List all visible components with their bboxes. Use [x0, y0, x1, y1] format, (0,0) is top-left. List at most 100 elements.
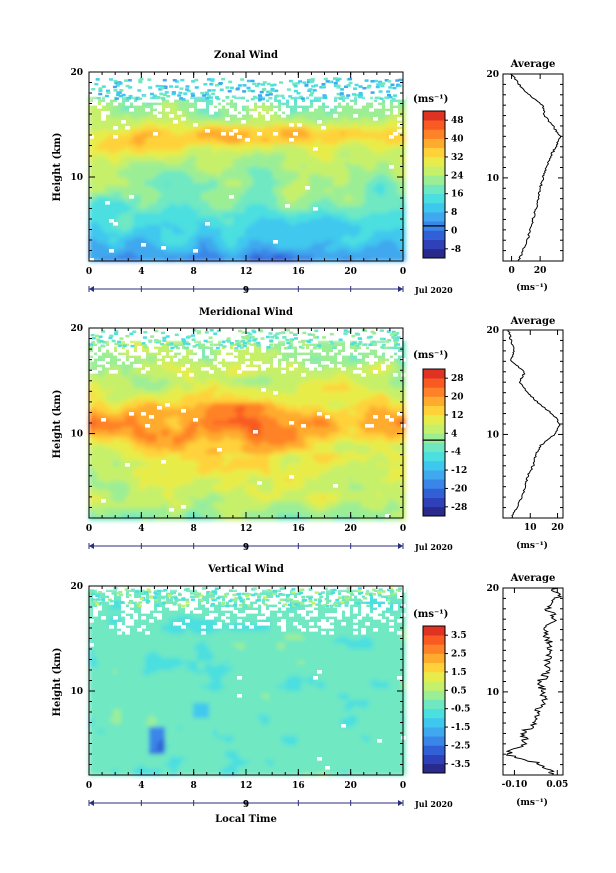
meridional-wind-colorbar-label: -28 — [451, 503, 467, 513]
vertical-wind-colorbar-label: -2.5 — [451, 741, 470, 751]
meridional-wind-average-frame — [503, 330, 563, 518]
vertical-wind-month-label: Jul 2020 — [414, 799, 453, 809]
zonal-wind-title: Zonal Wind — [214, 50, 278, 61]
vertical-wind-x-tick-label: 0 — [400, 781, 406, 791]
zonal-wind-colorbar-swatch — [423, 139, 445, 148]
zonal-wind-x-tick-label: 12 — [240, 267, 253, 277]
meridional-wind-colorbar-label: 12 — [451, 411, 464, 421]
vertical-wind-heatmap — [89, 586, 406, 776]
meridional-wind-colorbar-swatch — [423, 369, 445, 378]
vertical-wind-x-tick-label: 8 — [191, 781, 197, 791]
meridional-wind-average-x-tick-label: 20 — [551, 523, 564, 533]
zonal-wind-colorbar-label: 8 — [451, 208, 457, 218]
vertical-wind-average-y-tick-label: 20 — [486, 584, 499, 594]
meridional-wind-average-x-tick-label: 10 — [524, 523, 537, 533]
meridional-wind-colorbar-swatch — [423, 452, 445, 461]
vertical-wind-colorbar-label: 1.5 — [451, 668, 467, 678]
zonal-wind-colorbar-swatch — [423, 111, 445, 120]
meridional-wind-average-line — [508, 330, 560, 518]
vertical-wind-colorbar-swatch — [423, 736, 445, 745]
meridional-wind-day-label: 9 — [243, 543, 249, 553]
meridional-wind-colorbar-swatch — [423, 461, 445, 470]
meridional-wind-x-tick-label: 12 — [240, 524, 253, 534]
zonal-wind-colorbar-swatch — [423, 166, 445, 175]
vertical-wind-colorbar-swatch — [423, 727, 445, 736]
vertical-wind-x-tick-label: 12 — [240, 781, 253, 791]
vertical-wind-colorbar-swatch — [423, 764, 445, 773]
meridional-wind-x-tick-label: 0 — [86, 524, 92, 534]
vertical-wind-title: Vertical Wind — [207, 564, 284, 575]
meridional-wind-x-tick-label: 20 — [344, 524, 357, 534]
meridional-wind-colorbar-swatch — [423, 387, 445, 396]
zonal-wind-colorbar-swatch — [423, 203, 445, 212]
zonal-wind-colorbar-swatch — [423, 194, 445, 203]
zonal-wind-month-label: Jul 2020 — [414, 285, 453, 295]
vertical-wind-day-label: 9 — [243, 800, 249, 810]
zonal-wind-average-frame — [503, 74, 563, 261]
meridional-wind-ylabel: Height (km) — [52, 390, 63, 459]
vertical-wind-xlabel: Local Time — [215, 814, 277, 825]
meridional-wind-colorbar-swatch — [423, 443, 445, 452]
zonal-wind-average-title: Average — [510, 59, 556, 70]
meridional-wind-x-tick-label: 16 — [292, 524, 305, 534]
meridional-wind-colorbar-swatch — [423, 488, 445, 497]
meridional-wind-title: Meridional Wind — [199, 307, 293, 318]
vertical-wind-x-tick-label: 20 — [344, 781, 357, 791]
vertical-wind-x-tick-label: 16 — [292, 781, 305, 791]
meridional-wind-x-tick-label: 8 — [191, 524, 197, 534]
zonal-wind-colorbar-unit: (ms⁻¹) — [413, 94, 448, 105]
meridional-wind-colorbar-swatch — [423, 378, 445, 387]
vertical-wind-colorbar: 3.52.51.50.5-0.5-1.5-2.5-3.5 — [423, 626, 470, 773]
vertical-wind-average-x-tick-label: 0.05 — [546, 780, 568, 790]
zonal-wind-average-y-tick-label: 10 — [486, 174, 499, 184]
meridional-wind-average-title: Average — [510, 316, 556, 327]
meridional-wind-average-y-tick-label: 10 — [486, 430, 499, 440]
vertical-wind-y-tick-label: 20 — [70, 582, 83, 592]
vertical-wind-colorbar-swatch — [423, 745, 445, 754]
vertical-wind-colorbar-swatch — [423, 626, 445, 635]
zonal-wind-day-label: 9 — [243, 286, 249, 296]
meridional-wind-x-tick-label: 4 — [138, 524, 144, 534]
vertical-wind-colorbar-swatch — [423, 681, 445, 690]
vertical-wind-ylabel: Height (km) — [52, 648, 63, 717]
vertical-wind-average-title: Average — [510, 573, 556, 584]
vertical-wind-colorbar-label: -1.5 — [451, 723, 470, 733]
zonal-wind-colorbar-label: 40 — [451, 135, 464, 145]
meridional-wind-colorbar-swatch — [423, 470, 445, 479]
vertical-wind-average-x-tick-label: -0.10 — [502, 780, 528, 790]
meridional-wind-colorbar-unit: (ms⁻¹) — [413, 350, 448, 361]
vertical-wind-average-xlabel: (ms⁻¹) — [516, 797, 548, 808]
zonal-wind-heatmap — [89, 72, 406, 262]
vertical-wind-colorbar-swatch — [423, 672, 445, 681]
zonal-wind-colorbar-label: 16 — [451, 190, 464, 200]
zonal-wind-colorbar-swatch — [423, 185, 445, 194]
zonal-wind-average-xlabel: (ms⁻¹) — [516, 282, 548, 293]
vertical-wind-colorbar-swatch — [423, 690, 445, 699]
meridional-wind-heatmap — [89, 328, 406, 521]
zonal-wind-colorbar-label: 24 — [451, 171, 464, 181]
vertical-wind-y-tick-label: 10 — [70, 687, 83, 697]
meridional-wind-colorbar-swatch — [423, 406, 445, 415]
vertical-wind-colorbar-swatch — [423, 709, 445, 718]
zonal-wind-colorbar-swatch — [423, 212, 445, 221]
meridional-wind-colorbar-label: 4 — [451, 429, 457, 439]
zonal-wind-ylabel: Height (km) — [52, 133, 63, 202]
vertical-wind-average-y-tick-label: 10 — [486, 688, 499, 698]
vertical-wind-colorbar-label: 0.5 — [451, 686, 467, 696]
meridional-wind-colorbar-label: 20 — [451, 393, 464, 403]
zonal-wind-colorbar-swatch — [423, 249, 445, 258]
zonal-wind-y-tick-label: 20 — [70, 68, 83, 78]
meridional-wind-average-xlabel: (ms⁻¹) — [516, 540, 548, 551]
vertical-wind-average-line — [507, 588, 561, 775]
zonal-wind-x-tick-label: 20 — [344, 267, 357, 277]
zonal-wind-average-x-tick-label: 20 — [534, 266, 547, 276]
zonal-wind-x-tick-label: 8 — [191, 267, 197, 277]
zonal-wind-x-tick-label: 0 — [400, 267, 406, 277]
meridional-wind-colorbar-swatch — [423, 433, 445, 442]
vertical-wind-colorbar-label: 2.5 — [451, 650, 467, 660]
